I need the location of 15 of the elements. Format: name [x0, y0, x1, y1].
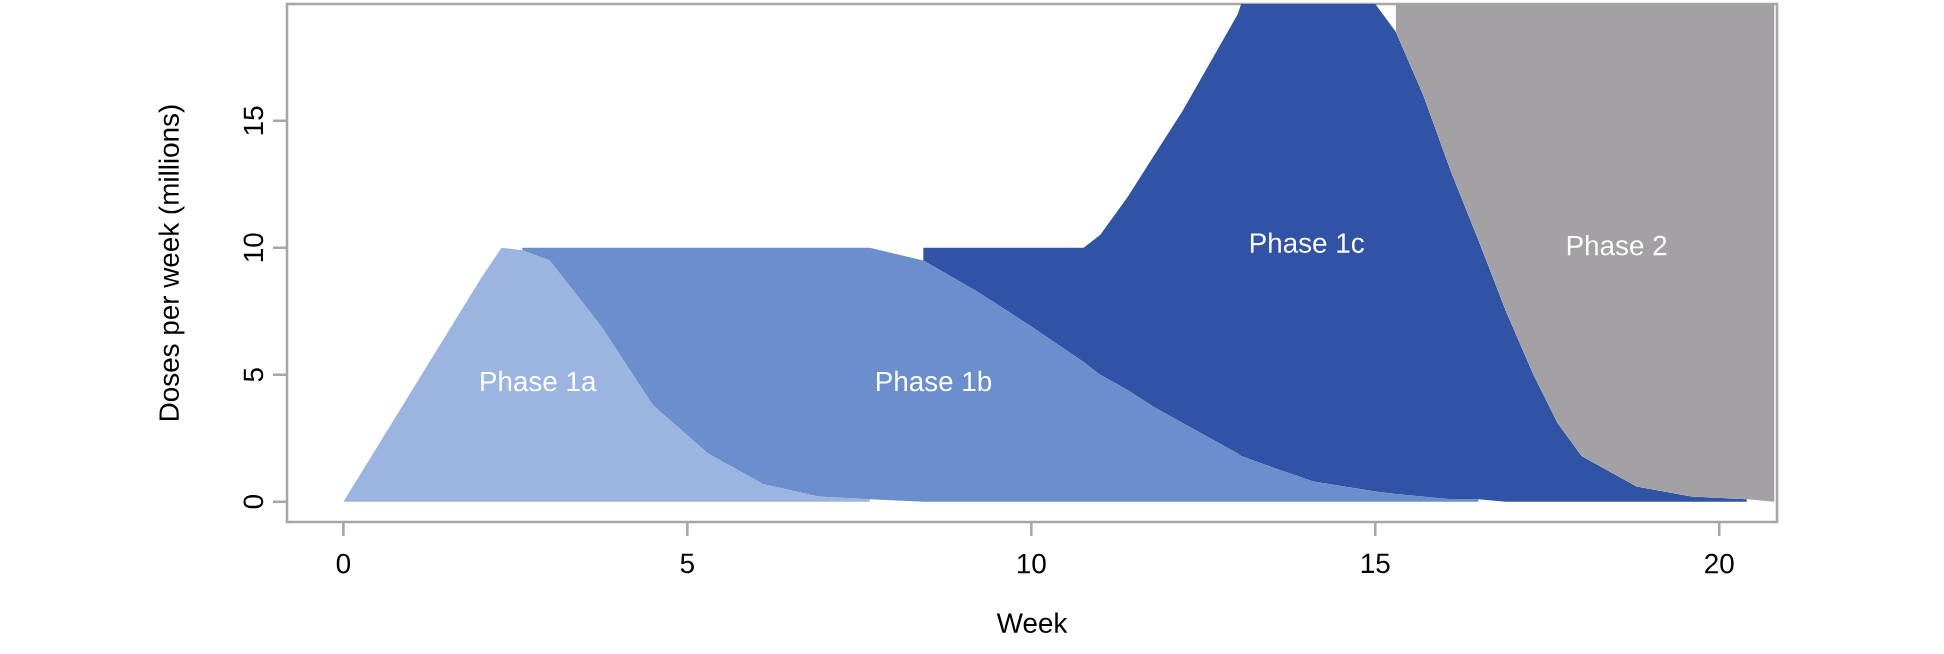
x-tick-label: 5	[680, 553, 694, 574]
y-tick-label: 5	[243, 368, 264, 382]
x-tick-label: 20	[1705, 553, 1734, 574]
x-tick-label: 15	[1361, 553, 1390, 574]
series-label: Phase 2	[1567, 235, 1667, 256]
x-tick-label: 10	[1017, 553, 1046, 574]
series-label: Phase 1a	[481, 370, 597, 392]
x-tick-label: 0	[336, 553, 351, 574]
y-tick-label: 15	[243, 106, 264, 135]
y-tick-label: 10	[243, 233, 264, 262]
y-tick-label: 0	[243, 495, 264, 509]
series-label: Phase 1c	[1250, 232, 1364, 253]
series-label: Phase 1b	[877, 370, 992, 392]
y-axis-title: Doses per week (millions)	[158, 105, 185, 421]
x-axis-title: Week	[996, 612, 1068, 633]
